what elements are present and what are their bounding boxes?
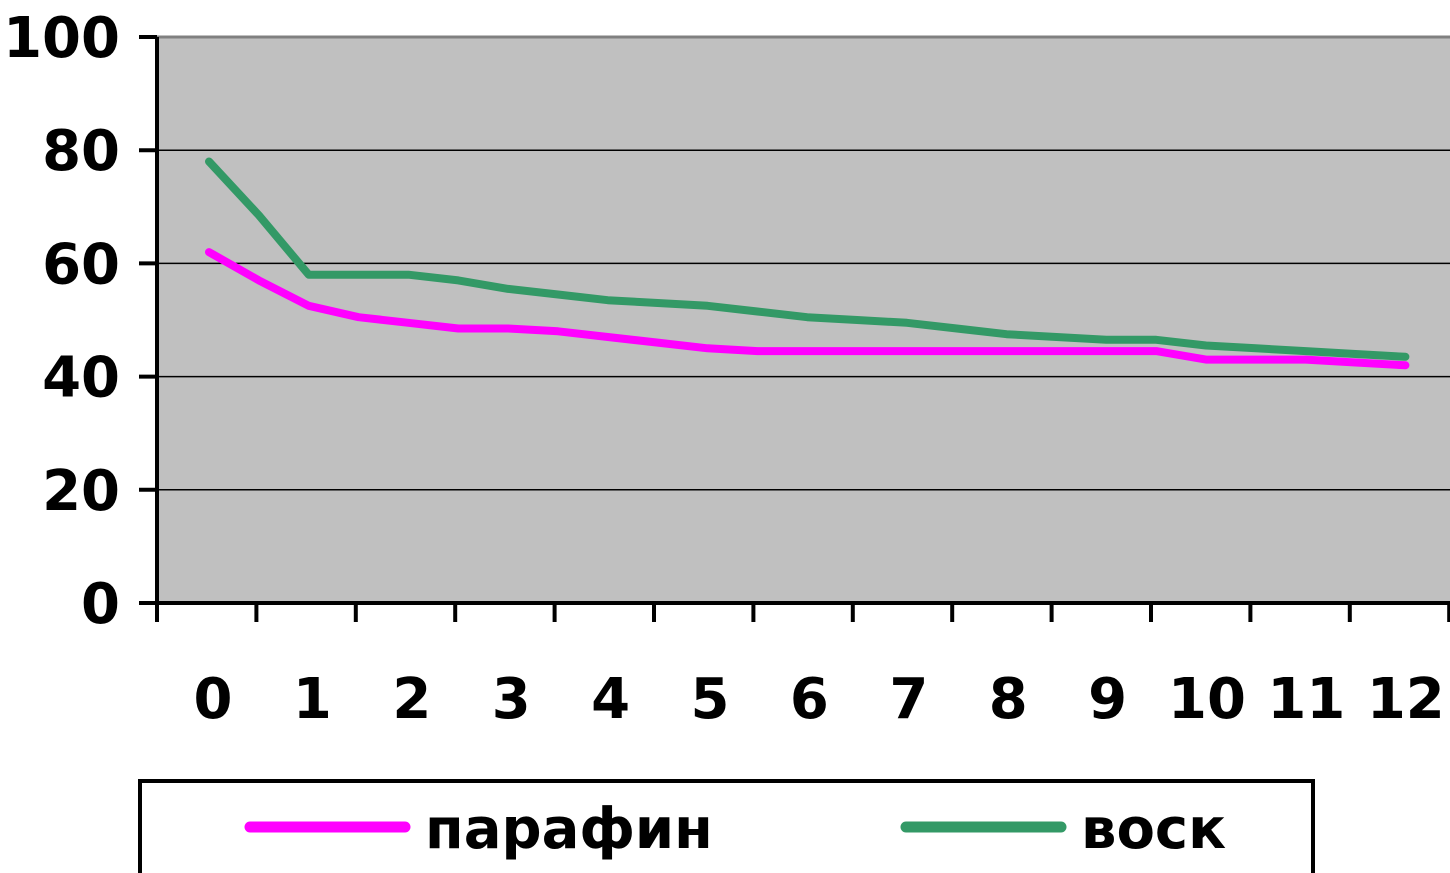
legend-label-paraffin: парафин (425, 797, 713, 862)
x-tick-label: 9 (1088, 667, 1127, 732)
x-tick-label: 7 (889, 667, 928, 732)
series-line-wax (205, 157, 1410, 361)
x-tick-label: 3 (492, 667, 531, 732)
y-axis: 0 20 40 60 80 100 (3, 6, 157, 637)
y-tick-label: 60 (42, 232, 120, 297)
legend-label-wax: воск (1081, 797, 1226, 862)
x-tick-label: 8 (989, 667, 1028, 732)
x-tick-label: 1 (293, 667, 332, 732)
x-tick-label: 0 (194, 667, 233, 732)
y-tick-label: 0 (81, 572, 120, 637)
x-tick-label: 5 (691, 667, 730, 732)
series-line-paraffin (205, 248, 1410, 370)
legend: парафин воск (138, 779, 1315, 873)
series-lines (205, 157, 1410, 370)
x-tick-label: 10 (1168, 667, 1246, 732)
x-axis: 0 1 2 3 4 5 6 7 8 9 10 11 12 (155, 603, 1450, 732)
y-tick-label: 100 (3, 6, 120, 71)
y-tick-label: 40 (42, 346, 120, 411)
x-tick-label: 11 (1267, 667, 1345, 732)
x-tick-label: 2 (392, 667, 431, 732)
y-tick-label: 80 (42, 119, 120, 184)
x-tick-label: 4 (591, 667, 630, 732)
x-tick-label: 6 (790, 667, 829, 732)
gridlines (157, 35, 1450, 491)
y-tick-label: 20 (42, 459, 120, 524)
x-tick-label: 12 (1367, 667, 1445, 732)
